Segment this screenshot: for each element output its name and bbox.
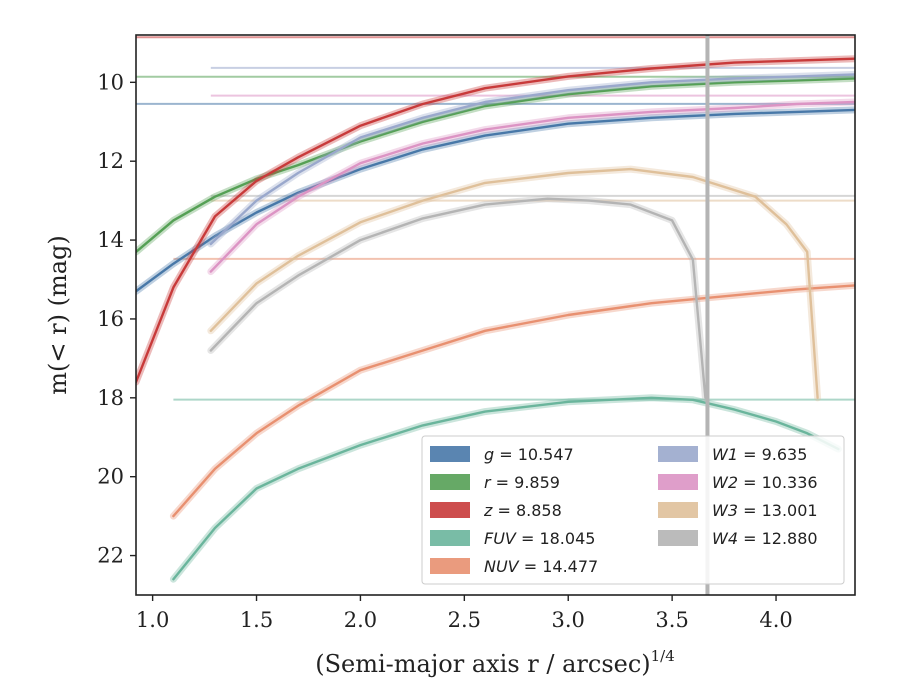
legend-swatch-nuv — [430, 558, 470, 574]
legend-label-w4: W4 = 12.880 — [712, 529, 818, 548]
legend-label-w2: W2 = 10.336 — [712, 473, 818, 492]
y-tick-label: 12 — [97, 149, 124, 173]
series-line-w3 — [209, 167, 819, 399]
series-line-fuv — [172, 396, 840, 581]
y-tick-label: 10 — [97, 70, 124, 94]
series-band-w4 — [207, 195, 709, 402]
y-tick-label: 20 — [97, 465, 124, 489]
legend-label-nuv: NUV = 14.477 — [484, 557, 598, 576]
legend: g = 10.547 r = 9.859 z = 8.858 FUV = 18.045… — [421, 435, 845, 585]
y-tick-label: 18 — [97, 386, 124, 410]
legend-label-fuv: FUV = 18.045 — [484, 529, 595, 548]
series-line-w2 — [209, 100, 855, 273]
legend-swatch-z — [430, 502, 470, 518]
x-tick-label: 1.5 — [240, 608, 273, 632]
legend-label-g: g = 10.547 — [484, 445, 574, 464]
y-axis-label: m(< r) (mag) — [44, 235, 72, 394]
series-line-z — [136, 57, 855, 384]
legend-label-w3: W3 = 13.001 — [712, 501, 818, 520]
x-tick-label: 2.0 — [344, 608, 377, 632]
plot-area — [136, 35, 855, 595]
series-line-r — [136, 77, 855, 254]
legend-swatch-w3 — [658, 502, 698, 518]
axes: 1.0 1.5 2.0 2.5 3.0 3.5 4.0 10 12 14 16 18 20 22 — [97, 34, 856, 632]
legend-swatch-w2 — [658, 474, 698, 490]
x-tick-label: 4.0 — [759, 608, 792, 632]
x-tick-label: 3.0 — [552, 608, 585, 632]
legend-box — [421, 435, 845, 585]
x-axis-label: (Semi-major axis r / arcsec)1/4 — [315, 647, 675, 678]
legend-swatch-w1 — [658, 446, 698, 462]
legend-swatch-r — [430, 474, 470, 490]
legend-label-w1: W1 = 9.635 — [712, 445, 807, 464]
series-line-w4 — [209, 197, 707, 399]
y-tick-label: 22 — [97, 544, 124, 568]
legend-label-r: r = 9.859 — [484, 473, 560, 492]
plot-frame — [135, 34, 856, 596]
legend-swatch-g — [430, 446, 470, 462]
x-tick-label: 1.0 — [136, 608, 169, 632]
legend-label-z: z = 8.858 — [483, 501, 562, 520]
y-tick-label: 16 — [97, 307, 124, 331]
series-line-w1 — [209, 73, 855, 246]
series-line-nuv — [172, 284, 855, 518]
x-tick-label: 2.5 — [448, 608, 481, 632]
x-tick-label: 3.5 — [655, 608, 688, 632]
series-line-g — [136, 108, 855, 293]
legend-swatch-fuv — [430, 530, 470, 546]
y-tick-label: 14 — [97, 228, 124, 252]
legend-swatch-w4 — [658, 530, 698, 546]
